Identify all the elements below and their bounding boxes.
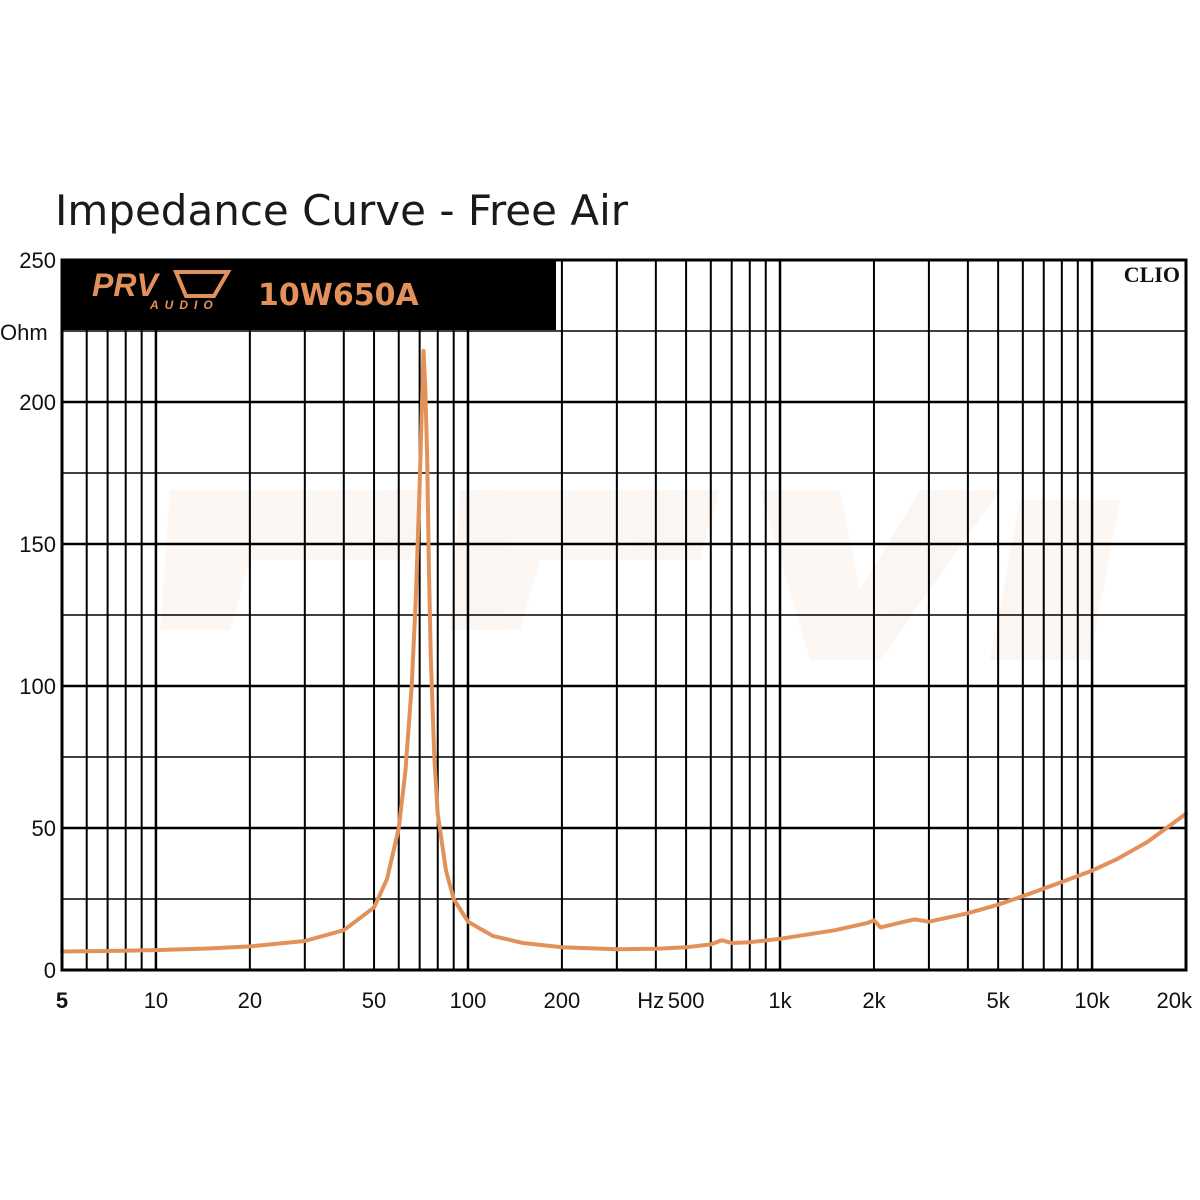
y-axis-ticks: 0 50 100 150 200 250: [19, 248, 56, 983]
chart-grid: [62, 260, 1186, 970]
y-tick-label: 100: [19, 674, 56, 699]
y-tick-label: 150: [19, 532, 56, 557]
x-unit-label: Hz: [637, 988, 664, 1013]
brand-logo-mark: [173, 270, 232, 298]
software-label: CLIO: [1124, 262, 1180, 287]
y-tick-label: 200: [19, 390, 56, 415]
x-axis-ticks: 5 10 20 50 100 200 500 1k 2k 5k 10k 20k Hz: [56, 988, 1193, 1013]
x-tick-label: 100: [450, 988, 487, 1013]
x-tick-label: 20: [238, 988, 262, 1013]
x-tick-label: 500: [668, 988, 705, 1013]
x-tick-label: 5: [56, 988, 68, 1013]
brand-logo: PRV: [92, 267, 160, 303]
impedance-curve: [60, 348, 1188, 954]
x-tick-label: 50: [362, 988, 386, 1013]
brand-sub: AUDIO: [149, 298, 219, 312]
curve-layer: [60, 348, 1188, 954]
x-tick-label: 200: [544, 988, 581, 1013]
chart-title: Impedance Curve - Free Air: [55, 186, 629, 235]
x-tick-label: 10k: [1074, 988, 1110, 1013]
plot-frame: [60, 258, 1188, 972]
x-tick-label: 5k: [987, 988, 1011, 1013]
model-label: 10W650A: [258, 278, 419, 313]
y-unit-label: Ohm: [0, 320, 48, 345]
x-tick-label: 20k: [1157, 988, 1193, 1013]
y-tick-label: 50: [32, 816, 56, 841]
header-block: PRV AUDIO 10W650A: [62, 260, 556, 330]
x-tick-label: 10: [144, 988, 168, 1013]
y-tick-label: 250: [19, 248, 56, 273]
header-background: [62, 260, 556, 330]
x-tick-label: 1k: [768, 988, 792, 1013]
x-tick-label: 2k: [862, 988, 886, 1013]
y-tick-label: 0: [44, 958, 56, 983]
brand-watermark: [160, 490, 1120, 660]
